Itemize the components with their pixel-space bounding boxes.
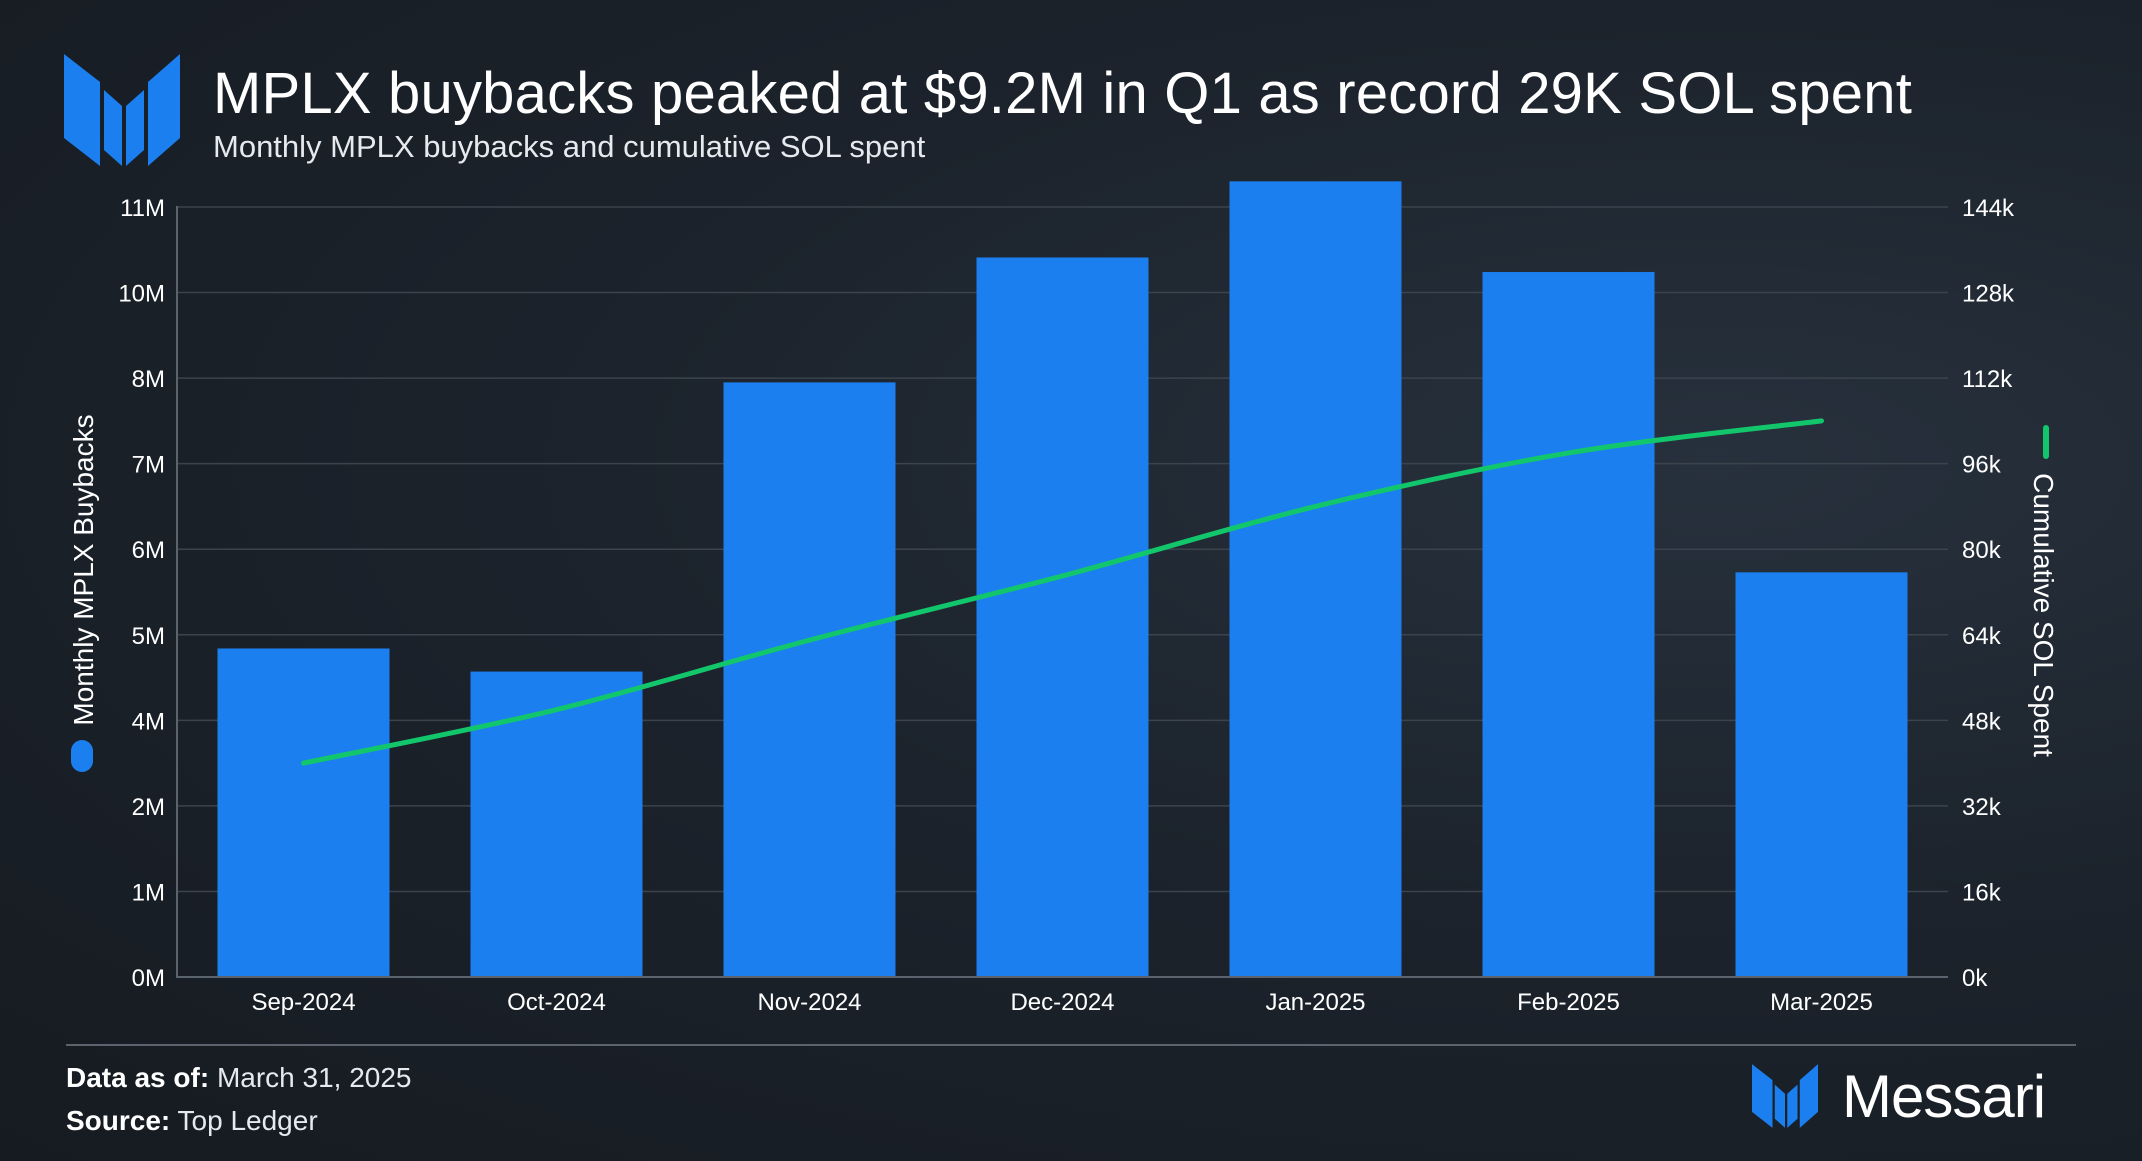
x-axis-ticks: Sep-2024 Oct-2024 Nov-2024 Dec-2024 Jan-2025… (251, 989, 1872, 1016)
bar (723, 382, 896, 977)
messari-brand: Messari (1752, 1063, 2082, 1130)
right-tick-label: 80k (1962, 537, 2002, 564)
source-value: Top Ledger (177, 1105, 318, 1136)
bar (470, 671, 643, 977)
data-as-of-value: March 31, 2025 (216, 1062, 412, 1093)
right-axis-ticks: 0k 16k 32k 48k 64k 80k 96k 112k 128k 144k (1962, 195, 2015, 992)
buybacks-chart: 0M 1M 2M 4M 5M 6M 7M 8M 10M 11M 0k 16k 32k 48k 64k 80k… (68, 181, 2059, 1016)
right-axis-label: Cumulative SOL Spent (2028, 473, 2059, 757)
bar (976, 257, 1149, 977)
data-as-of: Data as of: March 31, 2025 (66, 1056, 412, 1099)
chart-subtitle: Monthly MPLX buybacks and cumulative SOL… (213, 129, 926, 164)
left-tick-label: 4M (132, 708, 165, 735)
messari-logo-icon (64, 54, 180, 166)
left-axis-label: Monthly MPLX Buybacks (68, 414, 99, 725)
bar-series (217, 181, 1908, 978)
line-series (301, 418, 1824, 766)
messari-mark-icon (1752, 1064, 1818, 1128)
x-tick-label: Sep-2024 (251, 989, 355, 1016)
right-tick-label: 96k (1962, 452, 2002, 479)
right-tick-label: 16k (1962, 879, 2002, 906)
left-tick-label: 1M (132, 879, 165, 906)
source-label: Source: (66, 1105, 171, 1136)
source: Source: Top Ledger (66, 1099, 412, 1142)
left-tick-label: 8M (132, 366, 165, 393)
x-tick-label: Mar-2025 (1770, 989, 1873, 1016)
footer-divider (66, 1044, 1076, 1046)
bar (1735, 572, 1908, 977)
footer: Data as of: March 31, 2025 Source: Top L… (66, 1056, 412, 1142)
left-axis-title: Monthly MPLX Buybacks (68, 414, 99, 725)
x-tick-label: Dec-2024 (1010, 989, 1114, 1016)
bar (217, 648, 390, 977)
left-tick-label: 5M (132, 623, 165, 650)
data-as-of-label: Data as of: (66, 1062, 210, 1093)
left-tick-label: 10M (118, 281, 165, 308)
right-tick-label: 112k (1962, 366, 2013, 393)
right-tick-label: 48k (1962, 708, 2002, 735)
footer-divider-right (1076, 1044, 2076, 1046)
left-tick-label: 7M (132, 452, 165, 479)
left-tick-label: 0M (132, 965, 165, 992)
left-tick-label: 2M (132, 794, 165, 821)
bar (1482, 272, 1655, 977)
brand-name: Messari (1842, 1063, 2046, 1130)
x-tick-label: Nov-2024 (757, 989, 861, 1016)
left-tick-label: 11M (120, 195, 165, 222)
right-tick-label: 32k (1962, 794, 2002, 821)
left-tick-label: 6M (132, 537, 165, 564)
x-tick-label: Oct-2024 (507, 989, 606, 1016)
right-axis-title: Cumulative SOL Spent (2028, 473, 2059, 757)
x-tick-label: Jan-2025 (1265, 989, 1365, 1016)
left-legend-swatch (71, 740, 93, 772)
right-tick-label: 64k (1962, 623, 2002, 650)
chart-title: MPLX buybacks peaked at $9.2M in Q1 as r… (213, 61, 1913, 126)
x-tick-label: Feb-2025 (1517, 989, 1620, 1016)
right-tick-label: 144k (1962, 195, 2015, 222)
right-tick-label: 0k (1962, 965, 1988, 992)
cumulative-sol-line (301, 418, 1824, 766)
left-axis-ticks: 0M 1M 2M 4M 5M 6M 7M 8M 10M 11M (118, 195, 165, 992)
chart-header: MPLX buybacks peaked at $9.2M in Q1 as r… (64, 54, 2064, 174)
bar (1229, 181, 1402, 978)
right-legend-swatch (2043, 425, 2049, 459)
right-tick-label: 128k (1962, 281, 2015, 308)
